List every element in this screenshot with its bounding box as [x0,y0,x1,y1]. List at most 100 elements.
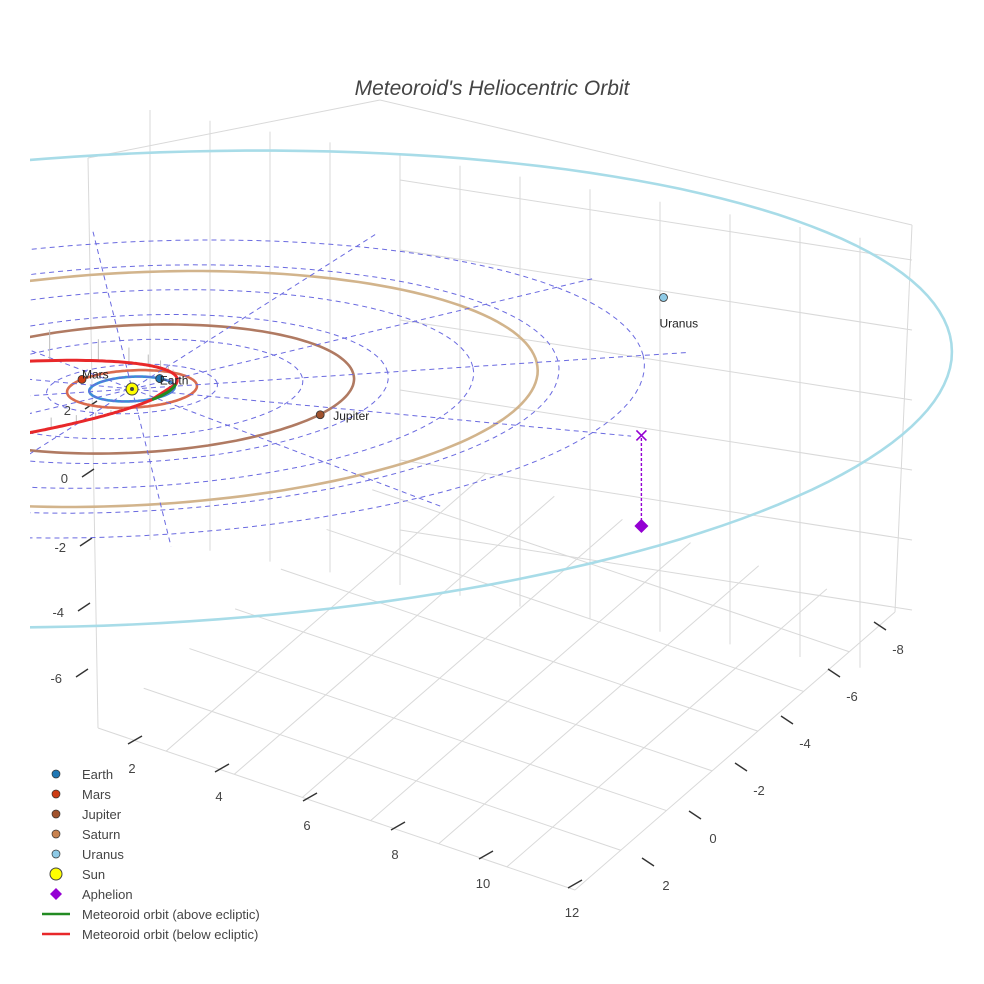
ecliptic-spoke [30,352,686,397]
planet-orbits [30,149,954,629]
wall-grid-line [399,249,913,331]
axis-ticks: 2 4 6 8 10 12 -8 -6 -4 -2 0 2 2 0 -2 -4 -6 [50,400,904,920]
y-tick-mark [780,715,794,725]
earth-label: Earth [160,374,189,388]
earth-marker [155,374,165,383]
x-tick-label: 8 [391,847,398,862]
ecliptic-ring [30,314,389,464]
z-tick-mark [77,602,91,612]
ecliptic-ring [30,239,645,539]
legend-label: Sun [82,867,105,882]
ecliptic-ring [30,289,475,489]
uranus-marker [659,293,668,302]
legend-item[interactable]: Sun [49,867,105,882]
floor-grid-line [280,568,759,732]
floor-grid-line [506,588,828,868]
x-tick-label: 10 [476,876,490,891]
wall-grid-line [399,459,913,541]
x-tick-label: 4 [215,789,222,804]
legend-label: Meteoroid orbit (above ecliptic) [82,907,260,922]
z-tick-mark [81,468,95,478]
legend-item[interactable]: Meteoroid orbit (below ecliptic) [42,927,258,942]
ecliptic-spoke [30,349,443,508]
plot-area: Earth Mars Jupiter Uranus [30,149,954,629]
x-tick-mark [127,735,143,745]
legend-item[interactable]: Aphelion [50,887,133,902]
legend-label: Uranus [82,847,124,862]
z-tick-label: -6 [50,671,62,686]
legend-item[interactable]: Earth [51,767,113,782]
legend-label: Mars [82,787,111,802]
floor-grid-line [372,489,850,653]
meteoroid-orbit-below [30,358,179,435]
y-tick-mark [827,668,841,678]
mars-marker [77,374,87,384]
sun-center-dot [130,387,134,391]
meteoroid-orbit [30,358,179,435]
uranus-orbit [30,149,954,629]
saturn-orbit [30,269,540,509]
wall-grid-line [399,179,913,261]
z-tick-label: 2 [64,403,71,418]
z-tick-label: -4 [52,605,64,620]
ecliptic-ring [30,338,304,440]
uranus-label: Uranus [659,317,698,331]
box-edge [87,99,381,159]
aphelion-marker [634,518,649,533]
ecliptic-spoke [30,278,593,414]
box-edge [379,99,913,226]
y-tick-mark [688,810,702,820]
ecliptic-ring [46,363,218,415]
floor-grid-line [233,495,555,775]
legend-item[interactable]: Meteoroid orbit (above ecliptic) [42,907,260,922]
legend-label: Earth [82,767,113,782]
wall-grid-line [399,529,913,611]
floor-grid-line [234,608,713,772]
x-tick-mark [390,821,406,831]
legend-item[interactable]: Mars [51,787,111,802]
z-tick-mark [79,537,93,547]
y-tick-label: -4 [799,736,811,751]
chart-title: Meteoroid's Heliocentric Orbit [355,77,631,100]
floor-grid-line [189,648,667,812]
ecliptic-spoke [30,234,376,455]
legend-item[interactable]: Jupiter [51,807,122,822]
meteoroid-orbit-above [151,383,178,401]
body-markers: Earth Mars Jupiter Uranus [77,293,698,533]
legend-dot-icon [51,849,61,859]
floor-grid-line [326,528,804,692]
scene-box [87,99,913,891]
z-tick-label: 0 [61,471,68,486]
y-tick-mark [641,857,655,867]
wall-grid-line [399,319,913,401]
jupiter-marker [315,410,325,420]
legend-dot-icon [51,769,61,779]
y-tick-mark [873,621,887,631]
legend-label: Meteoroid orbit (below ecliptic) [82,927,258,942]
legend-label: Aphelion [82,887,133,902]
legend: Earth Mars Jupiter Saturn Uranus Sun Aphelion M… [42,767,260,942]
legend-dot-icon [51,789,61,799]
x-tick-label: 12 [565,905,579,920]
z-tick-mark [75,668,89,678]
y-tick-mark [734,762,748,772]
wall-grid-line [399,389,913,471]
floor-grid-line [370,542,691,821]
x-tick-label: 6 [303,818,310,833]
x-tick-mark [214,763,230,773]
box-edge [87,157,99,729]
box-edge [574,611,896,891]
legend-sun-icon [49,867,63,881]
z-tick-label: -2 [54,540,66,555]
y-tick-label: -6 [846,689,858,704]
legend-label: Jupiter [82,807,122,822]
ecliptic-spoke [30,378,632,437]
legend-item[interactable]: Uranus [51,847,124,862]
legend-dot-icon [51,809,61,819]
legend-item[interactable]: Saturn [51,827,120,842]
legend-diamond-icon [50,888,62,900]
floor-grid-line [302,519,623,798]
legend-dot-icon [51,829,61,839]
